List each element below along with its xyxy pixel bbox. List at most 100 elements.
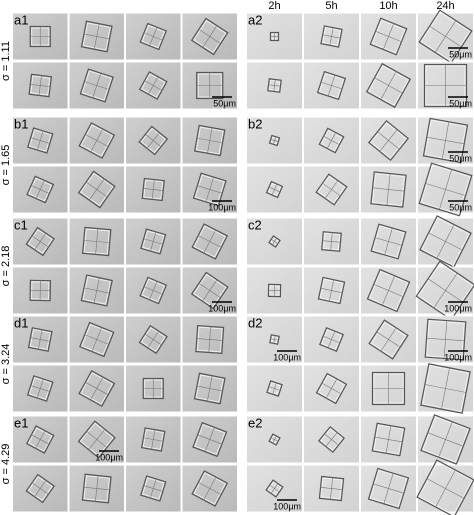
crystal: [140, 228, 167, 255]
panel-label: c1: [14, 217, 28, 232]
scale-bar-label: 100μm: [444, 352, 472, 362]
crystal-cross: [436, 224, 455, 259]
crystal: [77, 170, 116, 209]
crystal-cross: [384, 227, 393, 256]
crystal-cross: [380, 327, 397, 352]
crystal-cross: [328, 279, 335, 302]
crystal-cross: [203, 476, 217, 501]
crystal-cross: [383, 473, 394, 504]
crystal: [419, 215, 472, 268]
crystal: [82, 226, 112, 257]
crystal-cross: [90, 128, 104, 153]
crystal-cross: [202, 25, 218, 48]
crystal: [191, 223, 229, 260]
panel-label: e2: [248, 415, 262, 430]
crystal-body: [318, 127, 345, 154]
crystal: [366, 268, 411, 313]
crystal: [371, 422, 406, 457]
micrograph: [68, 12, 125, 61]
sigma-label: σ = 1.11: [0, 41, 12, 81]
crystal: [191, 470, 229, 507]
crystal-cross: [327, 74, 336, 97]
crystal: [195, 324, 225, 355]
crystal-cross: [443, 320, 448, 359]
crystal-cross: [93, 23, 100, 50]
crystal-cross: [35, 430, 46, 449]
crystal-cross: [434, 20, 457, 53]
crystal-cross: [34, 480, 47, 497]
crystal-cross: [441, 367, 450, 410]
crystal-body: [321, 231, 342, 252]
crystal-body: [265, 479, 284, 498]
crystal-cross: [149, 281, 158, 300]
crystal-body: [419, 215, 472, 268]
crystal: [78, 370, 116, 407]
crystal-cross: [149, 27, 158, 46]
crystal: [80, 274, 113, 307]
crystal-body: [138, 71, 168, 100]
crystal-cross: [95, 475, 99, 502]
crystal-cross: [272, 382, 277, 395]
crystal-cross: [93, 277, 100, 304]
crystal-cross: [89, 178, 105, 201]
crystal-body: [27, 127, 54, 154]
crystal-body: [268, 235, 281, 248]
crystal-cross: [205, 176, 214, 203]
crystal-cross: [381, 275, 396, 306]
crystal: [29, 25, 51, 48]
crystal: [316, 70, 347, 101]
crystal-cross: [327, 331, 336, 348]
crystal-cross: [272, 238, 277, 245]
crystal: [193, 372, 226, 405]
crystal-cross: [34, 233, 47, 250]
crystal-cross: [151, 429, 156, 450]
crystal: [266, 380, 283, 397]
crystal: [367, 119, 410, 162]
crystal: [27, 327, 53, 352]
panel-label: e1: [14, 415, 28, 430]
crystal: [78, 122, 116, 159]
micrograph: [181, 165, 238, 214]
crystal-body: [25, 473, 56, 504]
crystal: [138, 71, 168, 100]
crystal: [268, 134, 281, 147]
crystal: [140, 427, 166, 452]
crystal-cross: [150, 231, 157, 252]
crystal-cross: [325, 432, 338, 447]
panel-label: b1: [14, 116, 28, 131]
crystal-body: [269, 334, 280, 345]
crystal: [371, 371, 406, 406]
crystal: [79, 321, 115, 358]
crystal: [420, 363, 471, 414]
crystal: [138, 324, 168, 355]
crystal-cross: [88, 429, 106, 450]
crystal: [190, 271, 229, 310]
crystal-body: [416, 459, 474, 515]
crystal: [319, 327, 344, 352]
crystal-body: [317, 425, 346, 454]
crystal-cross: [435, 469, 456, 508]
time-label: 5h: [325, 0, 337, 12]
panel-label: c2: [248, 217, 262, 232]
crystal-cross: [273, 79, 276, 92]
crystal-body: [368, 319, 409, 360]
crystal-cross: [147, 330, 159, 349]
crystal-cross: [382, 23, 395, 50]
crystal-cross: [380, 71, 397, 100]
crystal: [26, 375, 54, 402]
crystal: [422, 117, 469, 164]
crystal: [370, 171, 407, 208]
crystal: [320, 25, 343, 48]
crystal-body: [140, 427, 166, 452]
crystal-cross: [325, 378, 338, 399]
crystal-cross: [329, 27, 334, 46]
crystal-cross: [379, 129, 398, 152]
sigma-label: σ = 1.65: [0, 145, 12, 186]
crystal: [418, 9, 473, 64]
crystal-cross: [271, 183, 278, 196]
crystal: [420, 414, 471, 465]
crystal: [190, 17, 229, 56]
crystal: [268, 433, 281, 446]
crystal-cross: [272, 435, 277, 444]
crystal-body: [370, 171, 407, 208]
